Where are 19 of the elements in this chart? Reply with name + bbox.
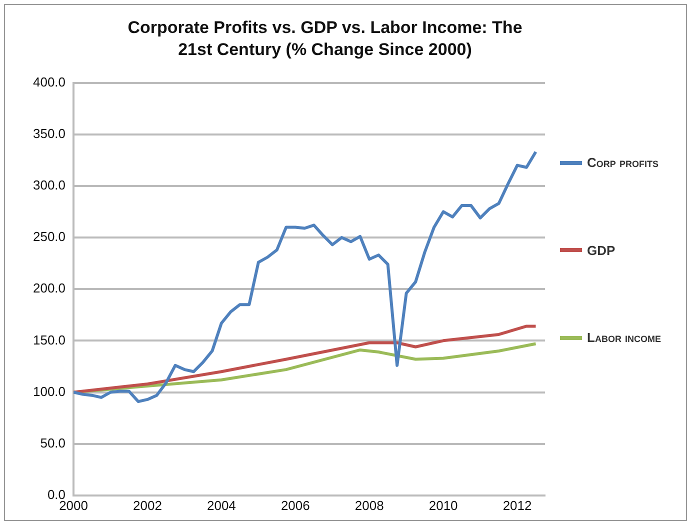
x-tick-label: 2012 <box>502 498 532 513</box>
y-tick-label: 350.0 <box>32 126 66 141</box>
legend-label: Corp profits <box>587 155 659 170</box>
y-tick-label: 0.0 <box>47 486 66 502</box>
y-tick-label: 200.0 <box>32 280 66 296</box>
legend-label: Labor income <box>587 330 662 345</box>
x-tick-label: 2008 <box>354 498 384 513</box>
x-tick-label: 2006 <box>280 498 310 513</box>
legend-label: GDP <box>587 242 616 258</box>
y-tick-label: 400.0 <box>32 74 66 90</box>
y-tick-label: 250.0 <box>32 229 66 244</box>
y-tick-label: 50.0 <box>40 435 66 450</box>
x-tick-label: 2004 <box>206 498 236 513</box>
chart-title: Corporate Profits vs. GDP vs. Labor Income: The 21st Century (% Change Since 2000) <box>126 17 524 61</box>
y-tick-label: 150.0 <box>32 332 66 348</box>
x-tick-label: 2010 <box>428 498 458 513</box>
y-tick-label: 300.0 <box>32 178 66 193</box>
x-tick-label: 2002 <box>133 498 162 513</box>
y-tick-label: 100.0 <box>32 384 66 399</box>
